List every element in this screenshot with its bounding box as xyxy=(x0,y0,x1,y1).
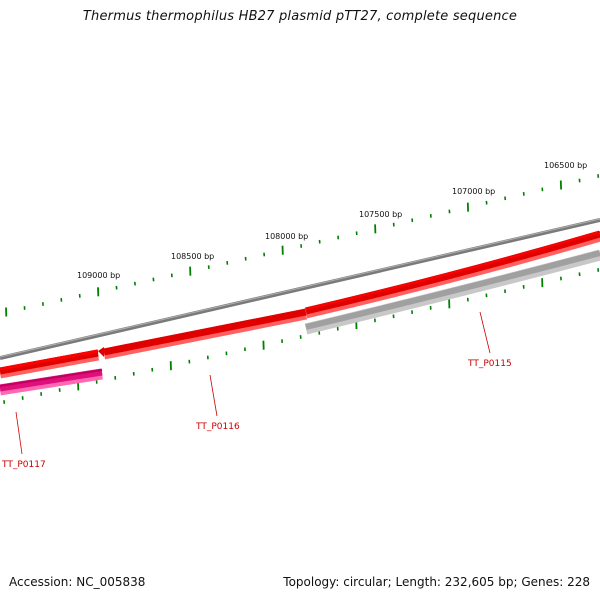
gene-tt-p0117[interactable] xyxy=(0,368,103,396)
leader-line-tt-p0116 xyxy=(209,374,218,417)
sequence-backbone xyxy=(0,218,600,360)
gene-forward-right[interactable] xyxy=(304,230,600,319)
gene-tt-p0116[interactable] xyxy=(98,308,308,360)
accession-text: Accession: NC_005838 xyxy=(9,575,146,589)
ruler-label-107000: 107000 bp xyxy=(452,187,495,196)
ruler-label-109000: 109000 bp xyxy=(77,271,120,280)
leader-line-tt-p0115 xyxy=(479,311,491,354)
ruler-label-108000: 108000 bp xyxy=(265,232,308,241)
ruler-label-106500: 106500 bp xyxy=(544,161,587,170)
inner-ruler-ticks xyxy=(3,268,600,404)
gene-tt-p0115[interactable] xyxy=(304,249,600,335)
gene-label-tt-p0116[interactable]: TT_P0116 xyxy=(195,422,240,432)
sequence-backbone-highlight xyxy=(0,218,600,358)
outer-ruler-ticks xyxy=(5,174,600,317)
gene-label-tt-p0117[interactable]: TT_P0117 xyxy=(1,460,46,470)
leader-line-tt-p0117 xyxy=(15,411,23,455)
map-title: Thermus thermophilus HB27 plasmid pTT27,… xyxy=(82,9,518,24)
ruler-label-107500: 107500 bp xyxy=(359,210,402,219)
gene-label-tt-p0115[interactable]: TT_P0115 xyxy=(467,359,512,369)
topology-summary: Topology: circular; Length: 232,605 bp; … xyxy=(283,575,590,589)
ruler-label-108500: 108500 bp xyxy=(171,252,214,261)
gene-tt-p0117-forward[interactable] xyxy=(0,349,99,379)
